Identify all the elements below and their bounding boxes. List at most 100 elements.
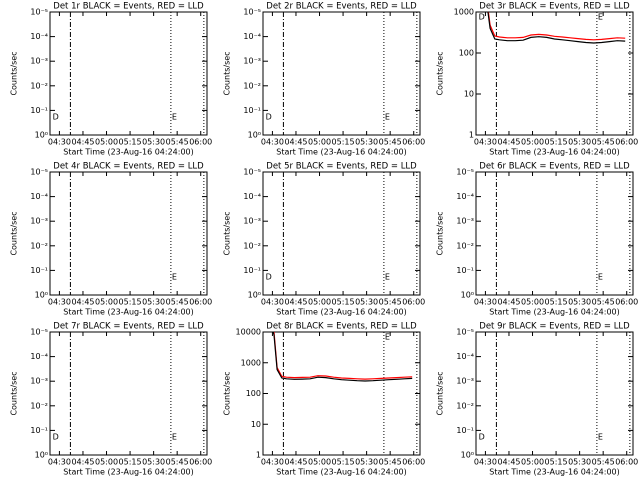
x-tick-label: 05:00: [95, 458, 118, 467]
x-tick-label: 05:45: [592, 458, 615, 467]
x-tick-label: 05:45: [166, 298, 189, 307]
x-tick-label: 04:45: [497, 458, 520, 467]
y-tick-label: 10⁻⁵: [30, 168, 48, 177]
y-axis-label: Counts/sec: [436, 211, 445, 255]
y-tick-label: 10⁻¹: [30, 266, 48, 275]
x-axis-label: Start Time (23-Aug-16 04:24:00): [63, 308, 194, 317]
x-tick-label: 05:30: [142, 298, 165, 307]
x-tick-label: 05:30: [568, 298, 591, 307]
x-tick-label: 06:00: [402, 458, 425, 467]
y-tick-label: 10⁻⁵: [243, 8, 261, 17]
y-tick-label: 10⁻²: [456, 401, 474, 410]
x-tick-label: 04:45: [284, 138, 307, 147]
panel: Det 2r BLACK = Events, RED = LLD 04:30 04:…: [223, 2, 426, 157]
x-tick-label: 04:30: [48, 298, 71, 307]
y-axis-label: Counts/sec: [223, 51, 232, 95]
y-tick-label: 10⁻⁴: [456, 192, 474, 201]
y-axis-label: Counts/sec: [10, 51, 19, 95]
x-tick-label: 04:45: [284, 458, 307, 467]
y-tick-label: 10⁰: [461, 291, 474, 300]
y-tick-label: 10⁰: [461, 451, 474, 460]
x-tick-label: 05:30: [142, 458, 165, 467]
x-tick-label: 05:45: [592, 298, 615, 307]
y-tick-label: 10⁻⁴: [30, 192, 48, 201]
y-tick-label: 10⁻¹: [456, 266, 474, 275]
x-tick-label: 04:45: [71, 458, 94, 467]
x-tick-label: 05:00: [95, 298, 118, 307]
x-tick-label: 05:45: [379, 458, 402, 467]
annotation: E: [385, 273, 390, 282]
x-axis-label: Start Time (23-Aug-16 04:24:00): [489, 468, 620, 477]
x-tick-label: 05:30: [568, 138, 591, 147]
x-tick-label: 06:00: [189, 298, 212, 307]
y-tick-label: 10⁻⁵: [456, 328, 474, 337]
plot-frame: [475, 331, 634, 456]
x-tick-label: 05:30: [142, 138, 165, 147]
x-tick-label: 06:00: [189, 458, 212, 467]
plot-frame: [262, 331, 421, 456]
y-tick-label: 10⁻²: [30, 401, 48, 410]
y-axis-label: Counts/sec: [436, 51, 445, 95]
y-tick-label: 10: [251, 420, 261, 429]
y-tick-label: 10⁰: [35, 451, 48, 460]
plot-frame: [475, 171, 634, 296]
x-tick-label: 05:15: [332, 138, 355, 147]
x-tick-label: 06:00: [402, 138, 425, 147]
x-tick-label: 05:45: [166, 138, 189, 147]
annotation: D: [53, 113, 59, 122]
x-tick-label: 05:00: [308, 458, 331, 467]
y-tick-label: 10⁻⁴: [243, 32, 261, 41]
y-axis-label: Counts/sec: [223, 371, 232, 415]
y-tick-label: 100: [459, 49, 474, 58]
y-tick-label: 10⁻³: [30, 377, 48, 386]
x-tick-label: 05:00: [521, 138, 544, 147]
plot-frame: [49, 171, 208, 296]
x-tick-label: 04:30: [474, 138, 497, 147]
x-tick-label: 04:45: [497, 138, 520, 147]
x-tick-label: 05:15: [119, 458, 142, 467]
x-tick-label: 05:15: [119, 138, 142, 147]
panel-title: Det 3r BLACK = Events, RED = LLD: [479, 2, 630, 12]
y-tick-label: 10⁻³: [243, 217, 261, 226]
y-tick-label: 10⁻⁴: [30, 32, 48, 41]
y-tick-label: 10⁰: [35, 291, 48, 300]
y-tick-label: 1000: [241, 358, 261, 367]
panel: Det 8r BLACK = Events, RED = LLD 04:30 04:…: [223, 322, 426, 477]
annotation: D: [266, 113, 272, 122]
panel-title: Det 8r BLACK = Events, RED = LLD: [266, 322, 417, 332]
y-tick-label: 10000: [236, 328, 261, 337]
annotation: E: [598, 433, 603, 442]
plot-frame: [262, 171, 421, 296]
y-tick-label: 10⁻³: [456, 217, 474, 226]
y-tick-label: 10⁻⁵: [30, 328, 48, 337]
y-tick-label: 1: [469, 131, 474, 140]
plot-frame: [262, 11, 421, 136]
x-axis-label: Start Time (23-Aug-16 04:24:00): [489, 148, 620, 157]
x-tick-label: 04:30: [261, 298, 284, 307]
panel-title: Det 1r BLACK = Events, RED = LLD: [53, 2, 204, 12]
x-tick-label: 04:30: [474, 458, 497, 467]
panel: Det 7r BLACK = Events, RED = LLD 04:30 04:…: [10, 322, 213, 477]
y-tick-label: 100: [246, 389, 261, 398]
y-tick-label: 1: [256, 451, 261, 460]
panel: Det 5r BLACK = Events, RED = LLD 04:30 04:…: [223, 162, 426, 317]
panel-title: Det 5r BLACK = Events, RED = LLD: [266, 162, 417, 172]
x-axis-label: Start Time (23-Aug-16 04:24:00): [489, 308, 620, 317]
x-tick-label: 05:45: [379, 298, 402, 307]
annotation: D: [479, 13, 485, 22]
x-tick-label: 05:30: [355, 458, 378, 467]
y-axis-label: Counts/sec: [436, 371, 445, 415]
x-tick-label: 05:45: [379, 138, 402, 147]
y-tick-label: 10⁻¹: [30, 426, 48, 435]
x-tick-label: 04:30: [261, 138, 284, 147]
x-tick-label: 04:30: [261, 458, 284, 467]
y-tick-label: 10⁻⁵: [456, 168, 474, 177]
x-tick-label: 06:00: [615, 458, 638, 467]
x-tick-label: 05:15: [119, 298, 142, 307]
x-tick-label: 06:00: [189, 138, 212, 147]
annotation: D: [266, 273, 272, 282]
x-tick-label: 05:15: [545, 298, 568, 307]
x-tick-label: 05:15: [545, 138, 568, 147]
y-tick-label: 10⁻³: [243, 57, 261, 66]
